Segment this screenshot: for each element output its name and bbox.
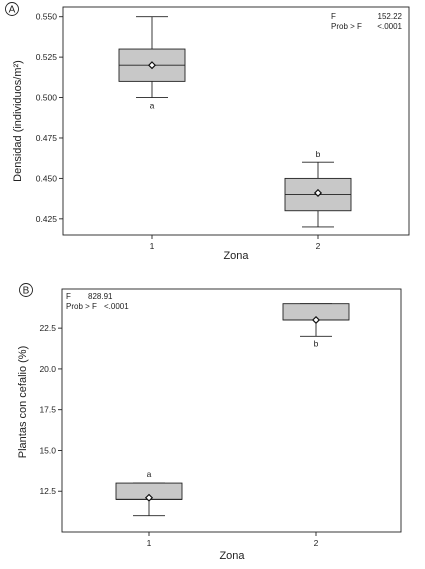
panel-b-mean-marker (311, 315, 321, 325)
panel-a-letter-circle (5, 2, 19, 16)
panel-a-x-tick-label: 2 (316, 241, 321, 251)
panel-a-mean-marker (147, 61, 157, 70)
panel-b-x-tick-label: 2 (314, 538, 319, 548)
panel-b-boxes: ab (115, 303, 350, 517)
panel-a-y-tick-label: 0.500 (36, 93, 58, 103)
panel-a-group-letter: b (316, 149, 321, 159)
panel-b-letter: B (23, 286, 30, 297)
panel-a-f-value: 152.22 (378, 12, 403, 21)
panel-b-x-axis-label: Zona (219, 550, 245, 562)
panel-b-y-tick-label: 22.5 (39, 323, 56, 333)
panel-b-y-axis-label: Plantas con cefalio (%) (17, 346, 29, 459)
panel-b-group-letter: a (147, 469, 152, 479)
panel-b-mean-marker (144, 493, 154, 502)
panel-b-y-tick-label: 17.5 (39, 405, 56, 415)
panel-a-p-value: <.0001 (377, 22, 402, 31)
panel-b-y-tick-label: 15.0 (39, 445, 56, 455)
panel-a-y-axis: 0.425 0.450 0.475 0.500 0.525 0.550 (36, 12, 63, 224)
panel-b-letter-circle (19, 283, 33, 297)
panel-b-p-label: Prob > F (66, 302, 97, 311)
panel-a-y-tick-label: 0.525 (36, 52, 58, 62)
panel-a-f-label: F (331, 12, 336, 21)
panel-a-p-label: Prob > F (331, 22, 362, 31)
panel-a-plot-frame (62, 6, 410, 236)
panel-b-f-label: F (66, 292, 71, 301)
panel-a-group-letter: a (150, 101, 155, 111)
panel-b-p-value: <.0001 (104, 302, 129, 311)
panel-a-letter: A (9, 5, 16, 16)
panel-a-mean-marker (313, 188, 323, 198)
panel-b-y-tick-label: 12.5 (39, 486, 56, 496)
panel-b-y-axis: 12.5 15.0 17.5 20.0 22.5 (39, 323, 62, 496)
panel-b-x-tick-label: 1 (147, 538, 152, 548)
panel-a-y-tick-label: 0.550 (36, 12, 58, 22)
panel-a-y-axis-label: Densidad (individuos/m²) (12, 60, 24, 182)
panel-a-boxes: ab (118, 16, 352, 228)
panel-a-x-axis-label: Zona (223, 250, 249, 262)
panel-b-group-letter: b (314, 338, 319, 348)
panel-b-plot-frame (61, 288, 402, 533)
panel-a-y-tick-label: 0.425 (36, 214, 58, 224)
panel-b-f-value: 828.91 (88, 292, 113, 301)
panel-a-y-tick-label: 0.450 (36, 173, 58, 183)
panel-a-y-tick-label: 0.475 (36, 133, 58, 143)
panel-a-x-tick-label: 1 (150, 241, 155, 251)
panel-b-y-tick-label: 20.0 (39, 364, 56, 374)
